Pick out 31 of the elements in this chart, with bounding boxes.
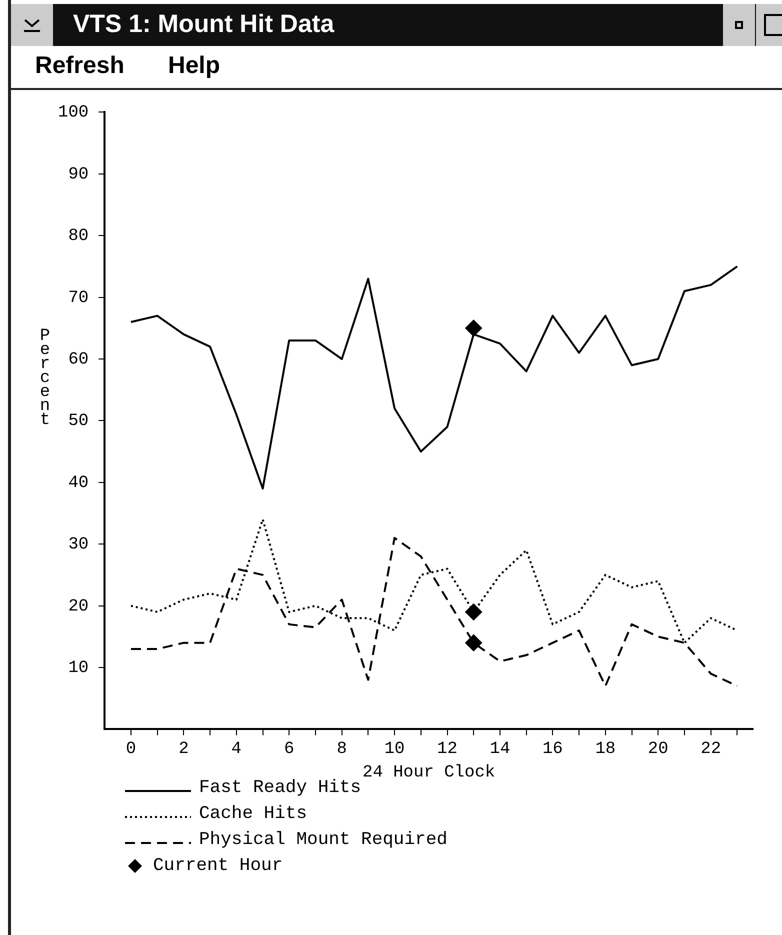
text: Refresh: [35, 52, 124, 80]
legend-label: Cache Hits: [199, 804, 308, 824]
x-tick-label: 8: [336, 740, 347, 759]
x-tick-label: 12: [437, 740, 458, 759]
legend-label: Current Hour: [153, 856, 283, 876]
x-tick-label: 10: [384, 740, 405, 759]
y-tick-label: 100: [58, 104, 89, 123]
x-tick-label: 6: [284, 740, 294, 759]
y-tick-label: 60: [68, 350, 89, 370]
y-tick-label: 30: [68, 536, 89, 555]
text: Help: [168, 52, 220, 80]
y-axis-title: Percent: [38, 327, 52, 430]
y-tick-label: 70: [68, 288, 89, 308]
x-tick-label: 4: [231, 740, 242, 759]
y-tick-label: 40: [68, 474, 89, 493]
y-tick-label: 20: [68, 597, 89, 616]
legend-label: Fast Ready Hits: [199, 778, 362, 798]
y-tick-label: 90: [68, 165, 89, 184]
x-tick-label: 22: [700, 740, 722, 759]
legend-label: Physical Mount Required: [199, 830, 448, 850]
x-tick-label: 20: [648, 740, 668, 759]
x-tick-label: 18: [595, 740, 616, 759]
y-tick-label: 10: [68, 659, 89, 678]
x-tick-label: 0: [126, 740, 136, 759]
y-tick-label: 50: [68, 412, 89, 432]
chart-title: VTS 1: Mount Hit Data: [73, 10, 334, 39]
x-axis-title: 24 Hour Clock: [362, 763, 496, 782]
x-tick-label: 2: [178, 740, 189, 759]
y-tick-label: 80: [68, 227, 89, 246]
x-tick-label: 16: [542, 740, 563, 759]
x-tick-label: 14: [490, 740, 510, 759]
